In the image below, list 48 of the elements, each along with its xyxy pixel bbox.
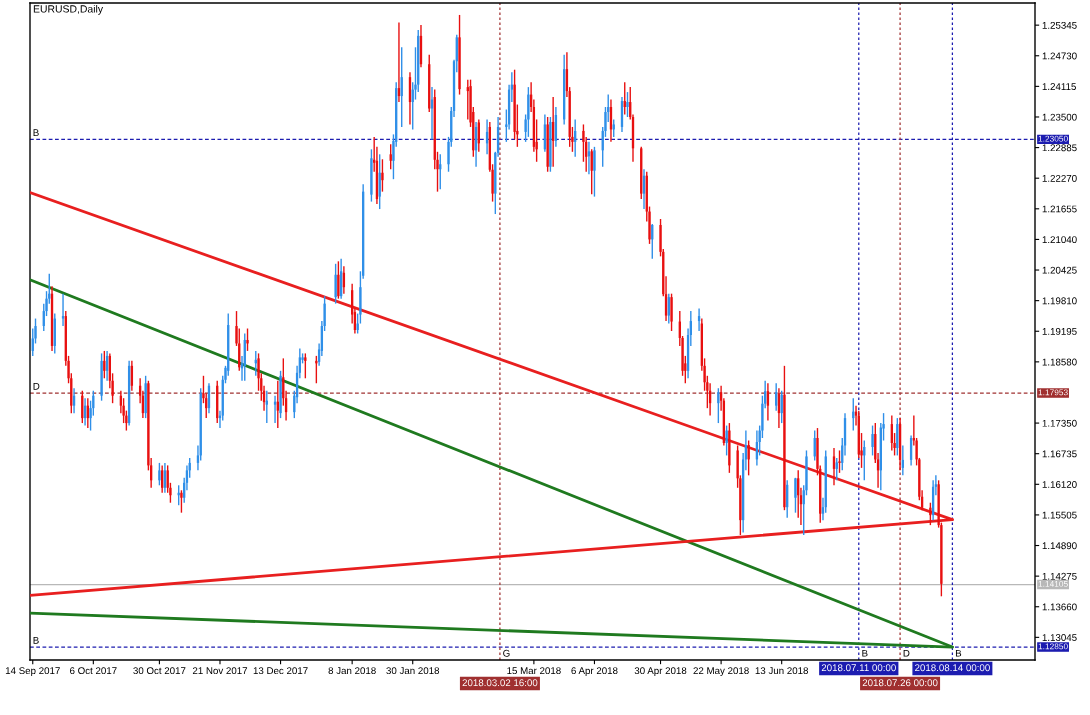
y-tick-label: 1.20425 bbox=[1042, 266, 1077, 274]
ref-line-label: 1.14105 bbox=[1038, 580, 1068, 587]
y-tick-label: 1.19810 bbox=[1042, 297, 1077, 305]
y-tick-label: 1.22270 bbox=[1042, 174, 1077, 182]
y-tick-label: 1.21040 bbox=[1042, 236, 1077, 244]
y-tick-label: 1.16120 bbox=[1042, 481, 1077, 488]
y-tick-label: 1.21655 bbox=[1042, 205, 1077, 213]
chart-title: EURUSD,Daily bbox=[33, 4, 104, 15]
y-tick-label: 1.25345 bbox=[1042, 21, 1077, 29]
y-tick-label: 1.16735 bbox=[1042, 450, 1077, 458]
y-tick-label: 1.14890 bbox=[1042, 542, 1077, 550]
x-tick-label: 6 Oct 2017 bbox=[70, 667, 117, 675]
ref-line-label: 1.17953 bbox=[1038, 389, 1068, 396]
x-tick-label: 30 Jan 2018 bbox=[386, 667, 440, 675]
annotation: B bbox=[955, 649, 962, 657]
y-tick-label: 1.18580 bbox=[1042, 358, 1077, 366]
annotation: B bbox=[862, 649, 868, 657]
y-tick-label: 1.14275 bbox=[1042, 572, 1077, 580]
y-tick-label: 1.23500 bbox=[1042, 113, 1077, 121]
annotation: D bbox=[33, 382, 40, 390]
x-tick-label: 13 Jun 2018 bbox=[755, 667, 809, 675]
y-tick-label: 1.22885 bbox=[1042, 144, 1077, 152]
ref-line-label: 1.23050 bbox=[1038, 135, 1068, 142]
ref-line-label: 2018.07.26 00:00 bbox=[862, 679, 938, 687]
y-tick-label: 1.13660 bbox=[1042, 603, 1077, 611]
y-tick-label: 1.24730 bbox=[1042, 52, 1077, 60]
x-tick-label: 22 May 2018 bbox=[693, 667, 749, 677]
y-tick-label: 1.15505 bbox=[1042, 511, 1077, 519]
ref-line-label: 1.12850 bbox=[1038, 643, 1068, 650]
x-tick-label: 30 Apr 2018 bbox=[634, 667, 687, 677]
x-tick-label: 13 Dec 2017 bbox=[253, 667, 308, 675]
x-tick-label: 15 Mar 2018 bbox=[507, 667, 561, 675]
x-tick-label: 14 Sep 2017 bbox=[5, 667, 60, 677]
annotation: D bbox=[903, 649, 910, 657]
ref-line-label: 2018.03.02 16:00 bbox=[462, 679, 538, 687]
annotation: B bbox=[33, 129, 39, 136]
y-tick-label: 1.19195 bbox=[1042, 327, 1077, 335]
y-tick-label: 1.24115 bbox=[1042, 83, 1076, 90]
ref-line-label: 2018.08.14 00:00 bbox=[915, 664, 990, 672]
y-tick-label: 1.17350 bbox=[1042, 419, 1077, 427]
x-tick-label: 21 Nov 2017 bbox=[192, 667, 248, 675]
x-tick-label: 8 Jan 2018 bbox=[328, 667, 376, 675]
annotation: B bbox=[33, 636, 39, 644]
x-tick-label: 30 Oct 2017 bbox=[133, 667, 186, 675]
x-tick-label: 6 Apr 2018 bbox=[571, 667, 618, 677]
annotation: G bbox=[503, 649, 510, 657]
ref-line-label: 2018.07.11 00:00 bbox=[821, 664, 896, 672]
y-tick-label: 1.13045 bbox=[1042, 634, 1077, 641]
